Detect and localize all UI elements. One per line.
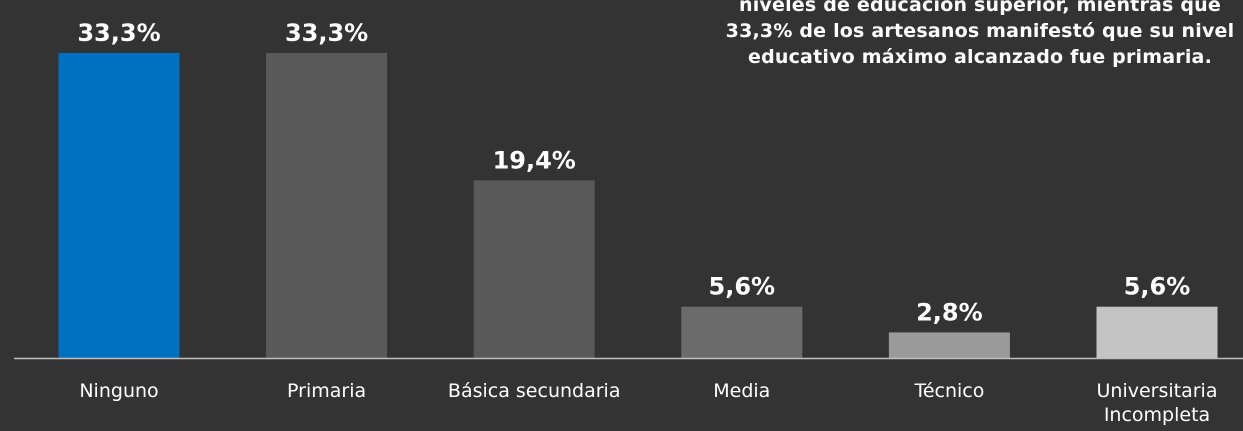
annotation-line-3: educativo máximo alcanzado fue primaria. <box>747 46 1212 68</box>
bar-5 <box>888 332 1010 358</box>
value-label-3: 19,4% <box>493 146 576 174</box>
category-label-1: Ninguno <box>79 380 158 402</box>
category-label-4: Media <box>713 380 770 402</box>
bar-3 <box>473 180 595 358</box>
category-label-3-line-1: Básica secundaria <box>448 380 621 402</box>
category-label-6-line-1: Universitaria <box>1097 380 1218 402</box>
value-label-1: 33,3% <box>77 19 160 47</box>
value-label-2: 33,3% <box>285 19 368 47</box>
category-label-6: Universitaria Incompleta <box>1097 380 1218 426</box>
chart-annotation: niveles de educación superior, mientras … <box>700 0 1243 70</box>
category-label-1-line-1: Ninguno <box>79 380 158 402</box>
category-label-6-line-2: Incompleta <box>1104 404 1210 426</box>
category-label-4-line-1: Media <box>713 380 770 402</box>
value-label-4: 5,6% <box>709 273 776 301</box>
category-label-3: Básica secundaria <box>448 380 621 402</box>
value-label-6: 5,6% <box>1124 273 1191 301</box>
category-label-5: Técnico <box>913 380 984 402</box>
category-label-2-line-1: Primaria <box>287 380 366 402</box>
bar-1 <box>58 53 180 358</box>
bar-6 <box>1096 306 1218 358</box>
annotation-line-2: 33,3% de los artesanos manifestó que su … <box>725 20 1235 42</box>
category-label-2: Primaria <box>287 380 366 402</box>
value-label-5: 2,8% <box>916 298 983 326</box>
bar-2 <box>266 53 388 358</box>
annotation-line-1: niveles de educación superior, mientras … <box>738 0 1221 16</box>
category-label-5-line-1: Técnico <box>913 380 984 402</box>
bar-4 <box>681 306 803 358</box>
